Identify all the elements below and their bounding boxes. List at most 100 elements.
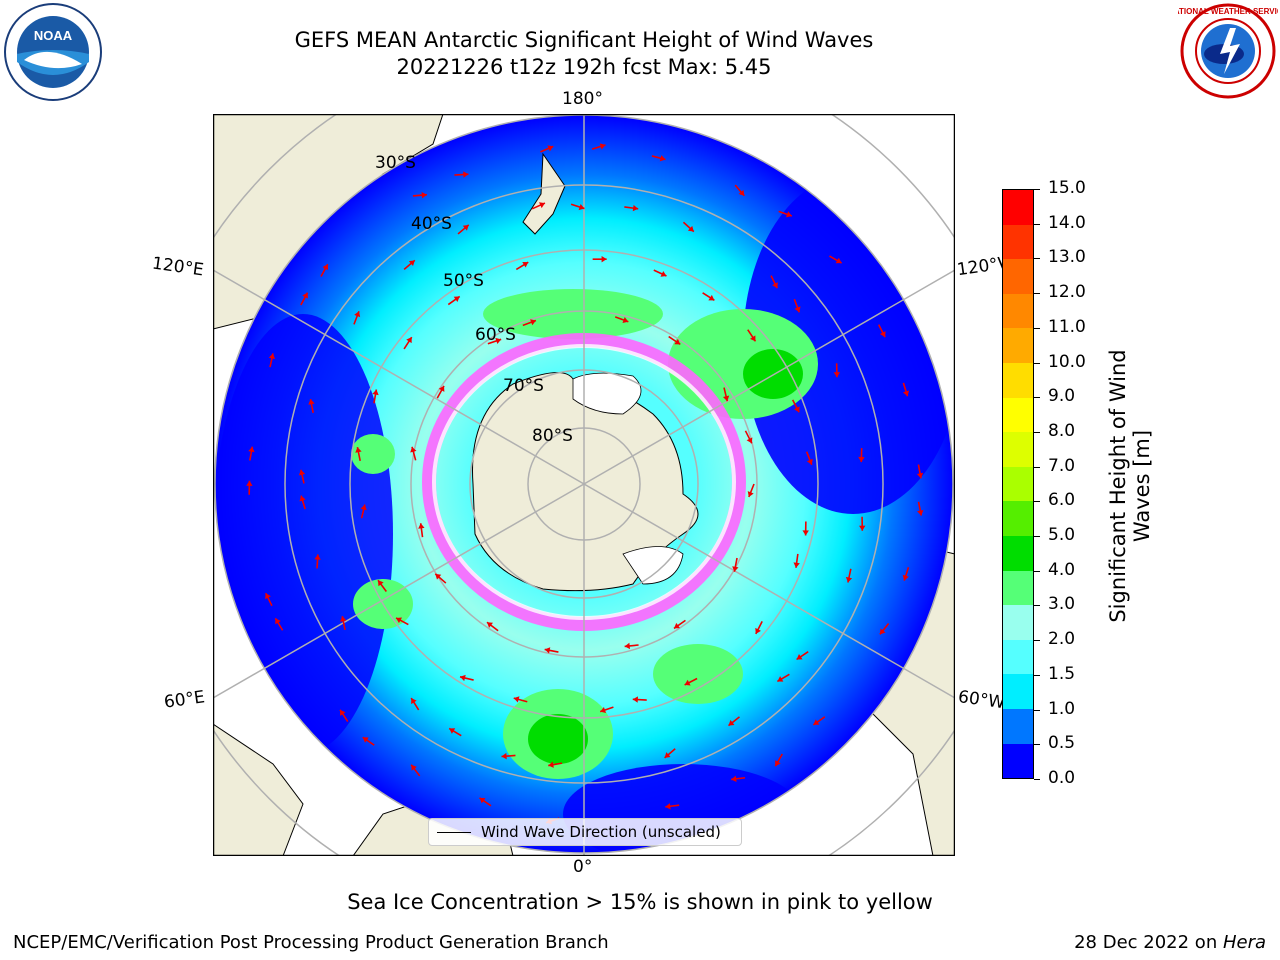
colorbar-tick-label: 3.0 xyxy=(1048,594,1076,615)
wave-arrow-head xyxy=(747,491,754,498)
wave-arrow-head xyxy=(411,698,417,705)
wave-arrow-head xyxy=(411,764,417,771)
map-subtitle: 20221226 t12z 192h fcst Max: 5.45 xyxy=(396,55,772,79)
wave-arrow-head xyxy=(268,353,276,360)
wave-arrow-head xyxy=(302,292,308,299)
wave-arrow-head xyxy=(495,337,502,344)
colorbar-block xyxy=(1003,674,1033,709)
colorbar xyxy=(1002,189,1034,779)
map-legend: Wind Wave Direction (unscaled) xyxy=(428,818,742,846)
colorbar-block xyxy=(1003,328,1033,363)
map-title: GEFS MEAN Antarctic Significant Height o… xyxy=(294,28,874,52)
colorbar-block xyxy=(1003,259,1033,294)
wave-arrow-head xyxy=(299,495,306,502)
wave-arrow-head xyxy=(879,628,886,635)
colorbar-tick-mark xyxy=(1034,293,1040,295)
colorbar-tick-label: 9.0 xyxy=(1048,386,1076,407)
lon-label-120e: 120°E xyxy=(150,253,205,281)
wave-arrow-head xyxy=(275,618,281,625)
wave-arrow-head xyxy=(858,456,865,463)
colorbar-tick-label: 12.0 xyxy=(1048,282,1086,303)
wave-arrow-head xyxy=(418,523,425,529)
colorbar-tick-label: 15.0 xyxy=(1048,178,1086,198)
colorbar-tick-label: 8.0 xyxy=(1048,420,1076,441)
wave-arrow-head xyxy=(833,372,841,378)
wave-arrow-head xyxy=(775,760,781,767)
wave-arrow-head xyxy=(796,654,803,660)
wave-arrow-head xyxy=(684,679,691,686)
colorbar-block xyxy=(1003,293,1033,329)
wave-arrow-head xyxy=(732,566,739,572)
colorbar-tick-mark xyxy=(1034,397,1040,399)
colorbar-block xyxy=(1003,570,1033,606)
wave-arrow-head xyxy=(664,752,671,758)
wave-arrow-head xyxy=(722,395,730,402)
wave-arrow-head xyxy=(793,406,800,413)
wave-arrow-head xyxy=(731,775,737,783)
wave-arrow-head xyxy=(916,472,924,479)
colorbar-tick-label: 7.0 xyxy=(1048,455,1076,476)
wave-arrow-head xyxy=(438,385,445,392)
wave-arrow-head xyxy=(660,270,667,277)
colorbar-tick-label: 2.0 xyxy=(1048,629,1076,650)
wave-arrow-head xyxy=(749,335,756,342)
wave-arrow-head xyxy=(786,211,792,218)
wave-arrow-head xyxy=(322,264,329,271)
wave-arrow-head xyxy=(435,573,442,580)
colorbar-block xyxy=(1003,397,1033,433)
colorbar-tick-label: 11.0 xyxy=(1048,316,1086,337)
wave-arrow-head xyxy=(265,593,271,600)
colorbar-block xyxy=(1003,224,1033,260)
wave-arrow-head xyxy=(522,262,529,268)
wave-arrow-head xyxy=(674,338,681,345)
colorbar-tick-mark xyxy=(1034,744,1040,746)
wave-arrow-head xyxy=(772,282,778,289)
wave-arrow-head xyxy=(746,437,753,444)
wave-arrow-head xyxy=(362,737,369,743)
noaa-logo-text: NOAA xyxy=(34,28,73,43)
wave-arrow-head xyxy=(728,719,735,726)
colorbar-block xyxy=(1003,605,1033,640)
wave-arrow-head xyxy=(298,469,306,476)
legend-label: Wind Wave Direction (unscaled) xyxy=(481,823,721,841)
wave-arrow-head xyxy=(665,803,671,810)
wave-arrow-head xyxy=(354,311,361,318)
nws-logo-text: NATIONAL WEATHER SERVICE xyxy=(1178,7,1278,16)
colorbar-tick-mark xyxy=(1034,536,1040,538)
wave-arrow-head xyxy=(813,719,820,725)
wave-arrow-head xyxy=(578,203,585,211)
wave-arrow-head xyxy=(462,224,469,231)
colorbar-tick-label: 1.5 xyxy=(1048,663,1076,684)
polar-map: 30°S 40°S 50°S 60°S 70°S 80°S xyxy=(212,113,956,857)
lat-label-50s: 50°S xyxy=(443,271,484,291)
wave-arrow-head xyxy=(793,562,800,568)
wave-arrow-head xyxy=(372,389,379,396)
wave-arrow-head xyxy=(246,480,253,486)
wave-arrow-head xyxy=(453,296,460,302)
wave-arrow-head xyxy=(539,202,545,209)
lat-label-40s: 40°S xyxy=(411,214,452,234)
colorbar-tick-mark xyxy=(1034,501,1040,503)
wind-wave-arrows xyxy=(246,143,924,825)
wave-arrow-head xyxy=(396,617,403,624)
colorbar-tick-label: 0.0 xyxy=(1048,768,1076,788)
wave-arrow-head xyxy=(548,761,554,768)
colorbar-tick-mark xyxy=(1034,779,1040,780)
footer-left: NCEP/EMC/Verification Post Processing Pr… xyxy=(13,932,609,953)
footer-machine: Hera xyxy=(1222,932,1266,953)
wave-arrow-head xyxy=(777,676,784,682)
lat-label-60s: 60°S xyxy=(475,325,516,345)
wave-arrow-head xyxy=(624,642,631,650)
colorbar-block xyxy=(1003,362,1033,398)
lat-label-70s: 70°S xyxy=(503,376,544,396)
colorbar-block xyxy=(1003,535,1033,571)
footer-date: 28 Dec 2022 on xyxy=(1074,932,1223,953)
wave-arrow-head xyxy=(530,319,536,326)
wave-arrow-head xyxy=(340,709,346,716)
colorbar-tick-label: 10.0 xyxy=(1048,351,1086,372)
wave-arrow-head xyxy=(755,627,761,634)
lon-label-0: 0° xyxy=(573,857,593,877)
wave-arrow-head xyxy=(501,752,507,760)
wave-arrow-head xyxy=(708,294,715,301)
map-panel: 30°S 40°S 50°S 60°S 70°S 80°S xyxy=(212,113,956,857)
